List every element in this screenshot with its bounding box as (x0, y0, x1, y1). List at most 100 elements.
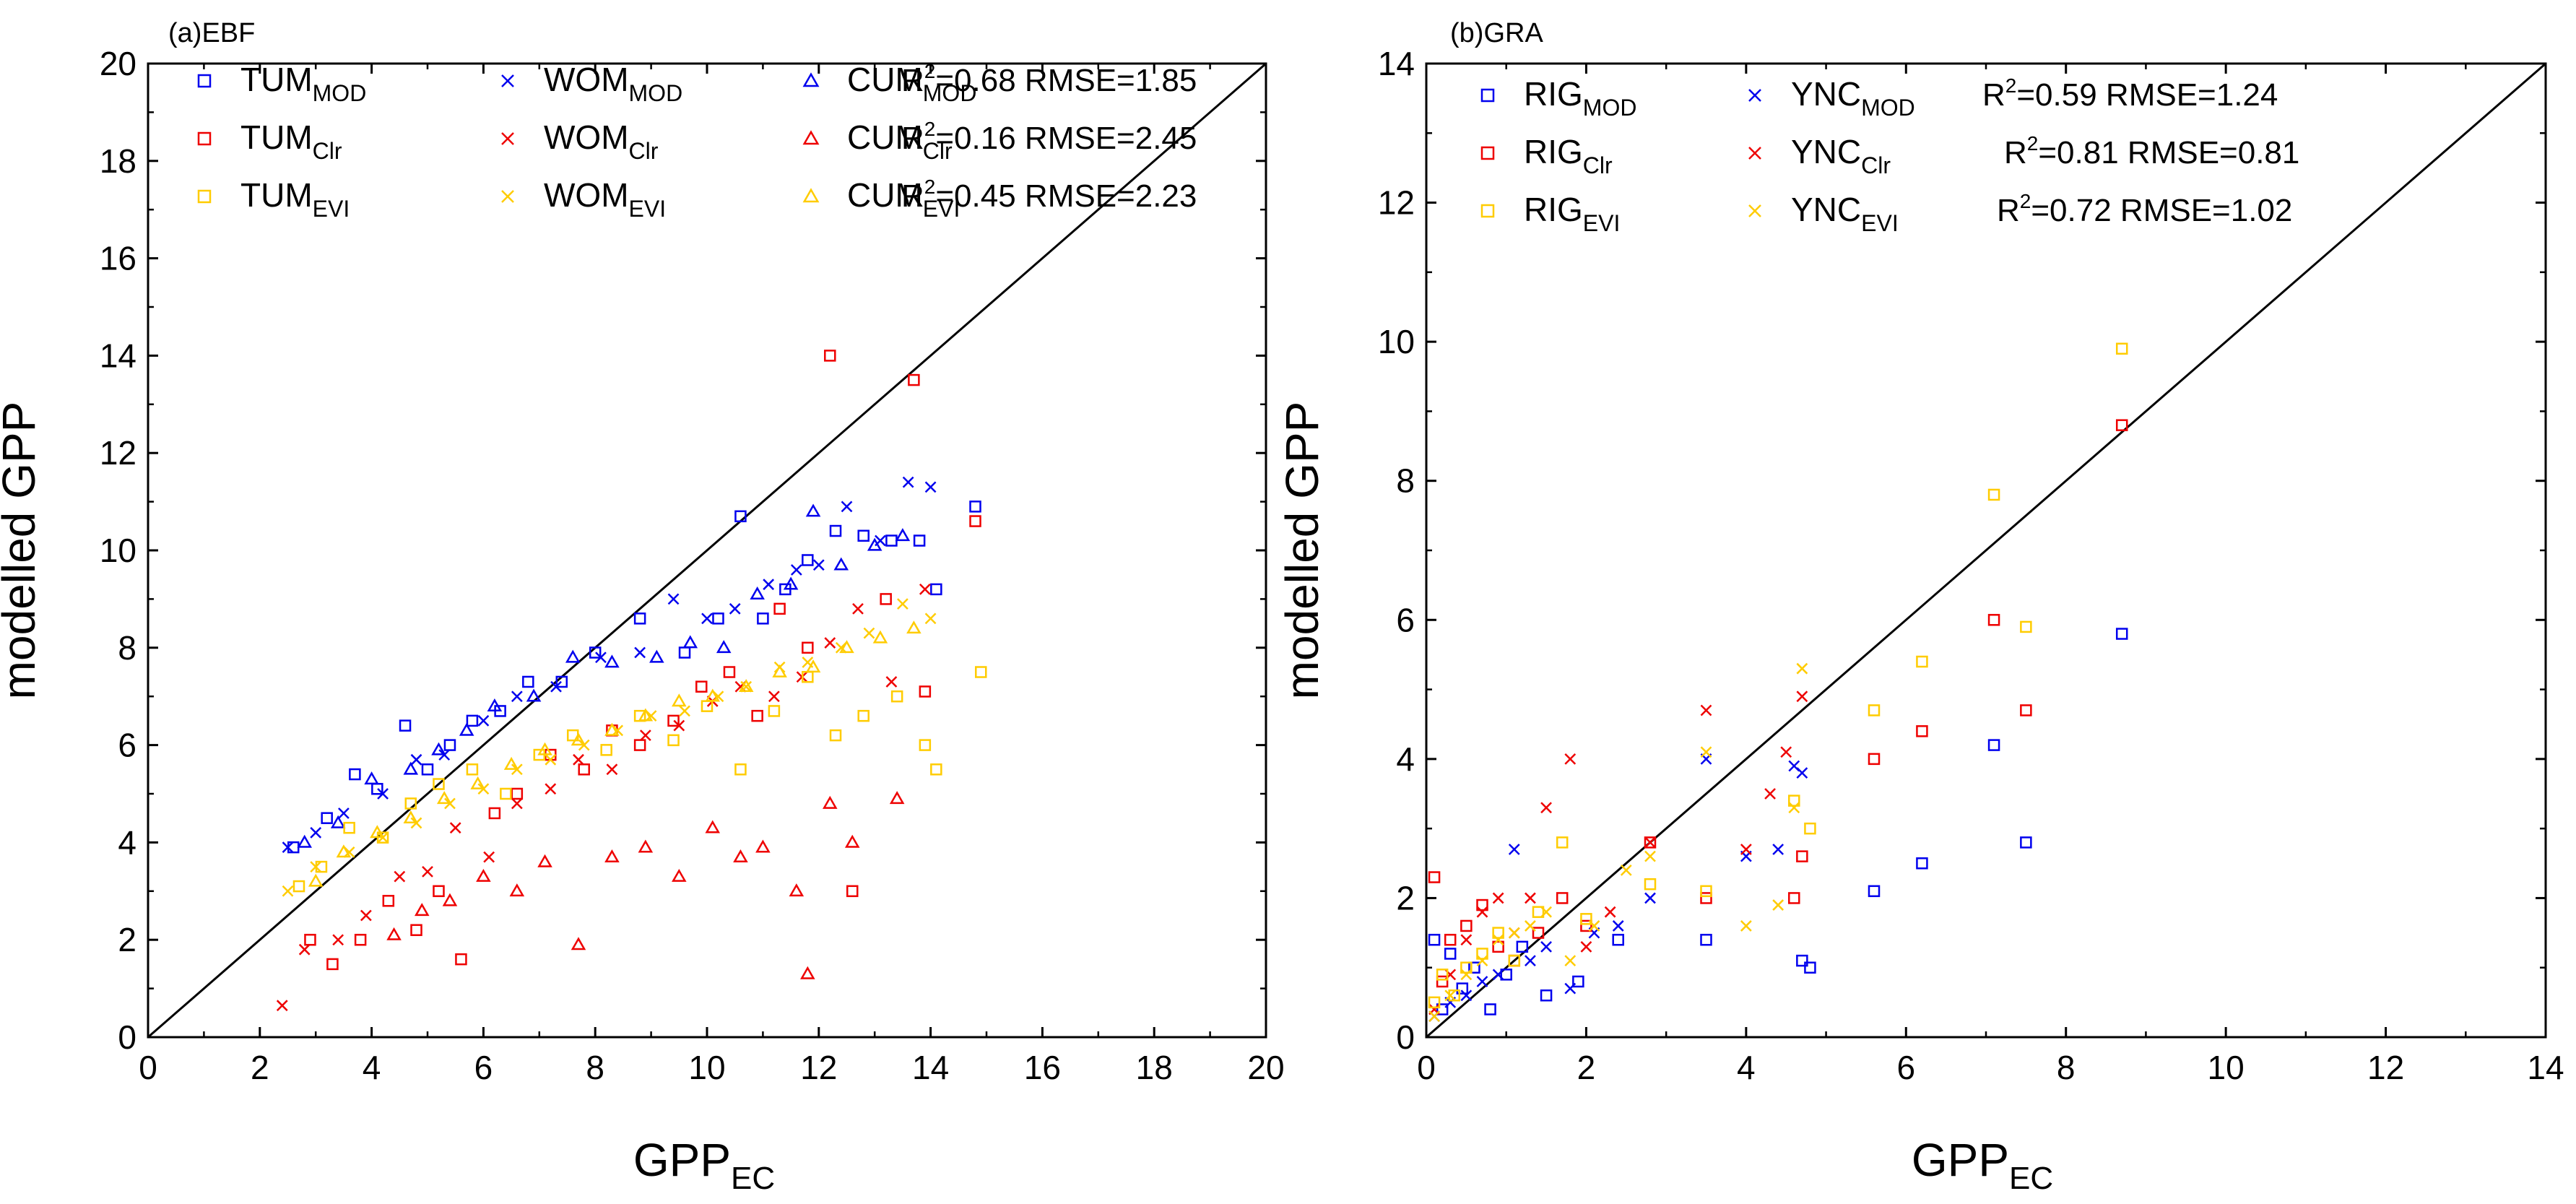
data-point (1804, 961, 1816, 974)
one-to-one-line (147, 62, 1267, 1039)
data-point (919, 739, 932, 751)
legend-label-main: TUM (240, 118, 313, 156)
data-point (1700, 933, 1712, 946)
legend-marker (1748, 89, 1761, 102)
data-point (1476, 948, 1488, 960)
data-point-stroke (1460, 969, 1473, 981)
data-point (1916, 857, 1928, 870)
data-point (287, 841, 300, 854)
data-point (1796, 662, 1808, 675)
legend-marker (1748, 204, 1761, 217)
data-point (802, 641, 814, 654)
data-point (768, 705, 781, 717)
data-point (633, 612, 646, 625)
data-point (330, 815, 346, 828)
data-point-stroke (310, 861, 322, 872)
legend-marker (1480, 146, 1495, 160)
data-point-stroke (1644, 892, 1656, 904)
data-point (716, 640, 732, 654)
data-point (872, 630, 888, 644)
data-point (2020, 836, 2032, 849)
data-point (321, 812, 333, 824)
x-tick-label: 2 (1577, 1049, 1596, 1086)
data-point (394, 870, 406, 883)
legend-marker (1748, 147, 1761, 160)
data-point (455, 953, 467, 966)
data-point (449, 822, 461, 834)
data-point (308, 873, 324, 887)
stats-label: R2=0.68 RMSE=1.85 (901, 60, 1197, 98)
legend-label-sub: EVI (313, 196, 350, 222)
data-point-stroke (1740, 844, 1752, 855)
data-point (805, 659, 821, 673)
data-point (1772, 844, 1784, 855)
data-point (695, 680, 708, 693)
data-point (890, 690, 903, 703)
data-point (1492, 892, 1504, 904)
data-point-stroke (332, 934, 344, 946)
data-point (382, 895, 395, 907)
stats-values: =0.59 RMSE=1.24 (2016, 77, 2278, 113)
data-point (1612, 920, 1624, 932)
data-point (1740, 844, 1752, 855)
data-point (404, 797, 417, 810)
data-point (1572, 975, 1584, 988)
data-point (906, 620, 921, 634)
data-point-stroke (1796, 690, 1808, 703)
data-point (833, 557, 849, 571)
data-point (913, 534, 926, 547)
data-point (895, 528, 911, 542)
legend-item: TUMMOD (197, 61, 366, 106)
data-point (880, 593, 892, 605)
data-point (844, 834, 860, 848)
y-tick-label: 10 (100, 532, 136, 569)
data-point-stroke (863, 627, 875, 639)
data-point-stroke (310, 827, 322, 839)
data-point (924, 481, 937, 493)
data-point (1525, 920, 1536, 932)
data-point-stroke (1540, 940, 1552, 953)
data-point (667, 593, 680, 605)
data-point (1476, 976, 1488, 987)
legend-item: WOMEVI (501, 176, 666, 222)
legend-label: WOMEVI (544, 176, 666, 222)
data-point (433, 885, 445, 898)
legend-label-sub: MOD (1583, 95, 1637, 121)
data-point-stroke (679, 705, 690, 717)
data-point (1532, 927, 1545, 939)
y-tick-label: 14 (1378, 45, 1415, 82)
data-point (802, 670, 814, 683)
data-point (1580, 913, 1592, 925)
data-point (829, 729, 842, 742)
legend-marker (802, 72, 820, 87)
data-point (672, 868, 687, 882)
data-point-stroke (639, 729, 651, 742)
legend-label-main: TUM (240, 176, 313, 214)
legend-marker-stroke (501, 132, 514, 145)
data-point (476, 868, 491, 882)
data-point (604, 849, 620, 862)
series-RIG_Clr (1428, 419, 2128, 988)
data-point (678, 646, 691, 659)
data-point-stroke (595, 651, 607, 664)
legend-label-main: WOM (544, 61, 629, 98)
stats-r: R (1982, 77, 2005, 113)
legend-marker (501, 190, 514, 203)
series-YNC_MOD (1428, 753, 1808, 1022)
legend-item: RIGEVI (1480, 191, 1620, 236)
data-point (649, 649, 664, 663)
data-point (1588, 920, 1600, 932)
data-point (1644, 892, 1656, 904)
data-point (1772, 899, 1784, 911)
data-point (1476, 955, 1488, 966)
series-WOM_EVI (282, 598, 937, 897)
x-axis-title-sub: EC (731, 1161, 775, 1196)
data-point-stroke (1564, 982, 1577, 995)
data-point (863, 627, 875, 639)
data-point (1460, 989, 1473, 1002)
data-point (433, 778, 445, 790)
data-point (477, 715, 490, 727)
data-point (589, 646, 602, 659)
